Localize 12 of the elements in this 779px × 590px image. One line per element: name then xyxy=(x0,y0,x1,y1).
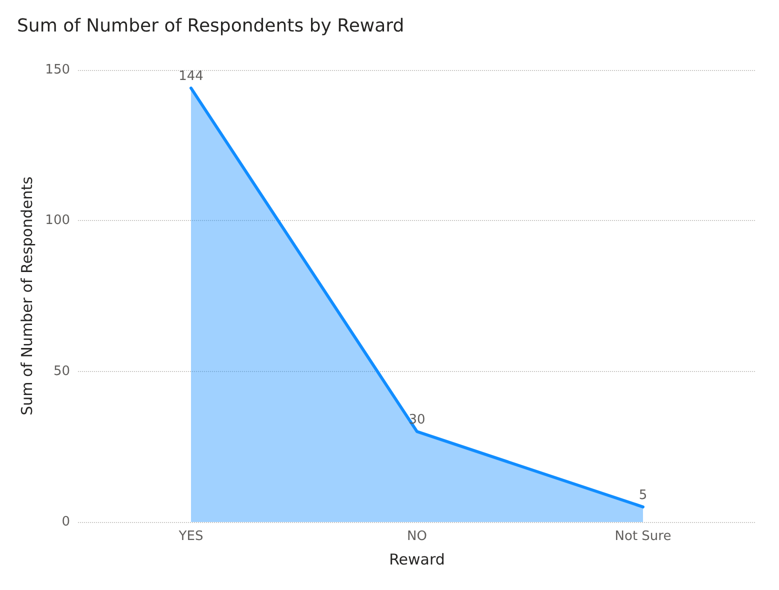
data-label: 5 xyxy=(638,488,648,503)
x-axis-title: Reward xyxy=(389,550,445,568)
x-tick-label: NO xyxy=(407,529,427,544)
x-tick-label: YES xyxy=(178,529,204,544)
y-tick-label: 50 xyxy=(53,364,70,379)
data-label: 144 xyxy=(178,69,204,84)
x-tick-label: Not Sure xyxy=(614,529,672,544)
y-tick-label: 100 xyxy=(45,213,70,228)
chart-title: Sum of Number of Respondents by Reward xyxy=(17,16,404,36)
y-axis-title: Sum of Number of Respondents xyxy=(18,176,36,416)
y-tick-label: 150 xyxy=(45,62,70,78)
y-tick-label: 0 xyxy=(62,514,70,530)
